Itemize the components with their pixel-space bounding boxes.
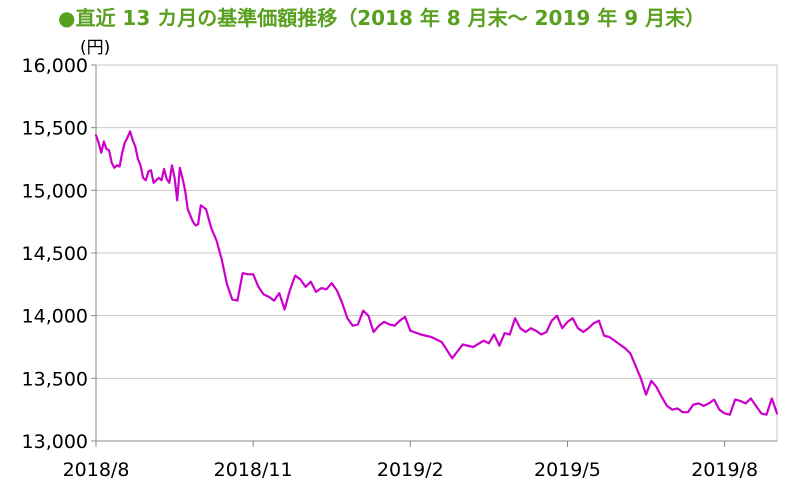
x-tick-label: 2019/5: [534, 459, 601, 481]
x-tick-label: 2018/8: [63, 459, 130, 481]
series-line-nav: [96, 131, 777, 414]
y-tick-label: 15,000: [22, 180, 88, 202]
x-tick-labels: 2018/8 2018/11 2019/2 2019/5 2019/8: [63, 459, 758, 481]
y-tick-label: 13,000: [22, 431, 88, 453]
y-tick-label: 13,500: [22, 368, 88, 390]
y-tick-label: 16,000: [22, 55, 88, 77]
chart-title: ●直近 13 カ月の基準価額推移（2018 年 8 月末～ 2019 年 9 月…: [58, 6, 705, 30]
x-tick-label: 2018/11: [214, 459, 293, 481]
x-tick-label: 2019/2: [377, 459, 444, 481]
y-tick-labels: 13,000 13,500 14,000 14,500 15,000 15,500 16,0…: [22, 55, 88, 453]
y-tick-label: 14,000: [22, 306, 88, 328]
y-tick-label: 14,500: [22, 243, 88, 265]
gridlines: [96, 65, 777, 441]
y-tick-label: 15,500: [22, 118, 88, 140]
series-layer: [96, 131, 777, 414]
axes: [91, 65, 777, 447]
x-tick-label: 2019/8: [691, 459, 758, 481]
